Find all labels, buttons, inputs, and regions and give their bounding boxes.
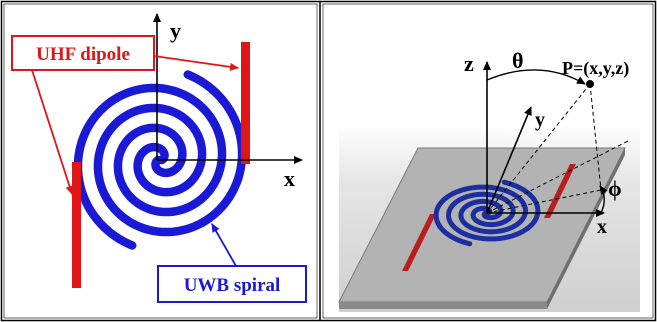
y-axis-arrow-3d [486,106,532,214]
theta-arc [486,69,586,85]
base-projection-dashed [486,189,602,214]
y-axis-label: y [170,18,181,43]
spiral-arm-2 [73,83,227,250]
spiral-pointer [211,223,237,267]
uhf-dipole-arm-bottom [72,162,81,288]
x-direction-dashed [486,139,631,214]
phi-arc [599,185,608,214]
point-p-marker [586,80,594,88]
spiral-arm-1 [93,70,247,237]
p-projection-dashed [589,83,602,191]
point-p-label: P=(x,y,z) [562,58,629,79]
board-spiral-arms [433,179,541,247]
uwb-spiral-arms [73,70,247,250]
right-panel: z θ P=(x,y,z) y ϕ x [338,48,640,312]
theta-label: θ [512,48,523,73]
uhf-dipole-label: UHF dipole [36,44,130,65]
left-panel: y x UHF dipole UWB spiral [11,13,307,303]
phi-label: ϕ [608,176,622,201]
uwb-spiral-label: UWB spiral [184,275,281,296]
uhf-dipole-arm-top [241,42,250,164]
y-axis-label-3d: y [535,109,545,131]
z-axis-label: z [464,51,474,76]
substrate-front-edge [339,302,547,309]
dipole-pointer-top [153,55,239,71]
spiral-arm-1 [446,179,541,242]
spiral-arm-2 [433,184,528,247]
right-panel-frame [322,3,654,319]
dipole-pointer-bottom [31,69,74,195]
uwb-spiral-callout [157,265,307,303]
x-axis-label: x [284,166,295,191]
board-dipole-left [402,214,436,271]
left-panel-frame [3,3,318,319]
x-axis-label-3d: x [597,216,607,238]
board-dipole-right [544,164,576,218]
uhf-dipole-callout [11,35,155,71]
